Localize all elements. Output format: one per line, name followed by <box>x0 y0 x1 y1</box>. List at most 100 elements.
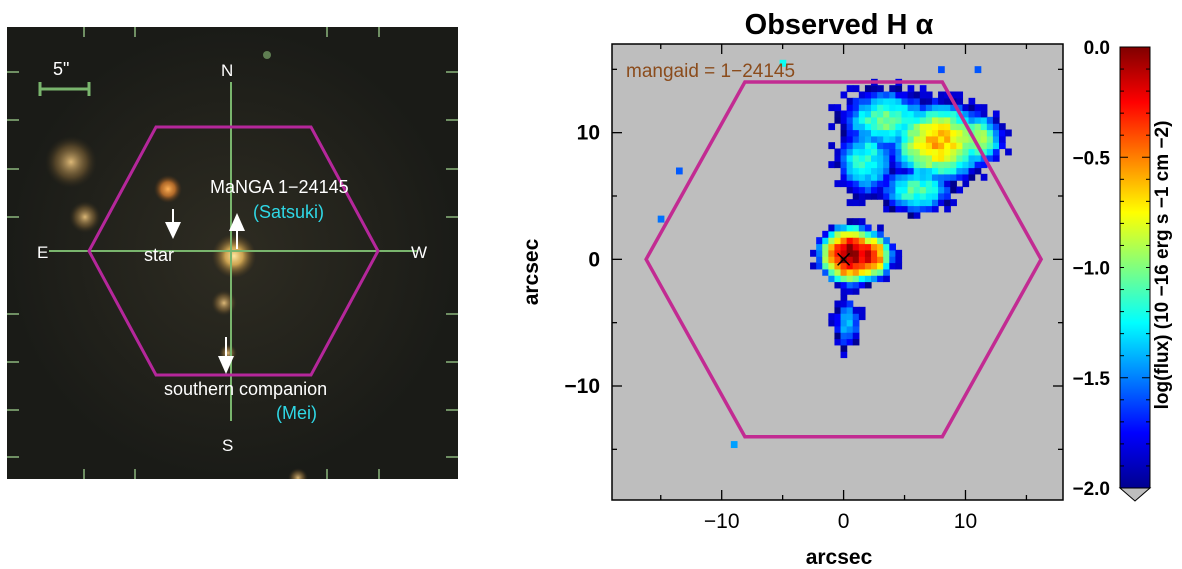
heatmap-spaxel <box>907 211 915 219</box>
mangaid-annotation: mangaid = 1−24145 <box>626 61 795 82</box>
heatmap-spaxel <box>883 161 890 169</box>
heatmap-spaxel <box>889 104 896 112</box>
heatmap-spaxel <box>852 243 860 251</box>
heatmap-spaxel <box>889 148 896 156</box>
heatmap-spaxel <box>950 110 957 118</box>
heatmap-spaxel <box>828 243 836 251</box>
heatmap-spaxel <box>962 104 970 112</box>
heatmap-spaxel <box>986 129 994 137</box>
heatmap-spaxel <box>931 110 939 118</box>
heatmap-spaxel <box>864 116 872 124</box>
heatmap-spaxel <box>999 135 1006 143</box>
heatmap-spaxel <box>828 268 836 276</box>
heatmap-spaxel <box>852 110 860 118</box>
heatmap-spaxel <box>883 142 890 150</box>
heatmap-spaxel <box>938 154 945 162</box>
heatmap-spaxel <box>889 85 896 93</box>
heatmap-spaxel <box>980 104 988 112</box>
scale-bar-label: 5" <box>53 59 69 79</box>
heatmap-spaxel <box>877 104 884 112</box>
heatmap-spaxel <box>871 97 878 105</box>
heatmap-spaxel <box>913 110 921 118</box>
heatmap-spaxel <box>840 135 848 143</box>
heatmap-spaxel <box>846 306 854 314</box>
heatmap-spaxel <box>840 243 848 251</box>
heatmap-spaxel <box>840 300 848 308</box>
heatmap-spaxel <box>816 243 823 251</box>
heatmap-spaxel <box>931 97 939 105</box>
heatmap-spaxel <box>956 167 964 175</box>
heatmap-spaxel <box>871 192 878 200</box>
heatmap-spaxel <box>852 224 860 232</box>
heatmap-spaxel <box>986 116 994 124</box>
heatmap-spaxel <box>968 148 976 156</box>
heatmap-spaxel <box>846 180 854 188</box>
heatmap-spaxel <box>822 243 829 251</box>
heatmap-spaxel <box>895 249 903 257</box>
heatmap-spaxel <box>938 142 945 150</box>
plot-frame <box>611 43 1064 501</box>
heatmap-spaxel <box>858 123 866 131</box>
heatmap-spaxel <box>962 167 970 175</box>
heatmap-spaxel <box>925 142 933 150</box>
heatmap-spaxel <box>901 173 909 181</box>
optical-image-panel: 5" N S E W MaNGA 1−24145 (Satsuki) star … <box>7 27 458 479</box>
heatmap-spaxel <box>962 135 970 143</box>
heatmap-spaxel <box>895 97 903 105</box>
heatmap-spaxel <box>834 300 842 308</box>
heatmap-spaxel <box>834 161 842 169</box>
heatmap-spaxel <box>852 218 860 226</box>
heatmap-spaxel <box>889 180 896 188</box>
heatmap-spaxel <box>852 85 860 93</box>
heatmap-spaxel <box>968 167 976 175</box>
heatmap-spaxel <box>980 116 988 124</box>
heatmap-spaxel <box>877 135 884 143</box>
heatmap-spaxel <box>895 256 903 264</box>
heatmap-spaxel <box>907 186 915 194</box>
heatmap-spaxel <box>956 161 964 169</box>
heatmap-spaxel <box>901 186 909 194</box>
heatmap-spaxel <box>858 199 866 207</box>
heatmap-spaxel <box>931 104 939 112</box>
heatmap-spaxel <box>877 237 884 245</box>
heatmap-spaxel <box>938 91 945 99</box>
heatmap-spaxel <box>840 123 848 131</box>
heatmap-spaxel <box>864 230 872 238</box>
heatmap-spaxel <box>950 116 957 124</box>
heatmap-spaxel <box>907 161 915 169</box>
heatmap-spaxel <box>968 135 976 143</box>
heatmap-spaxel <box>883 192 890 200</box>
heatmap-spaxel <box>986 135 994 143</box>
heatmap-spaxel <box>889 173 896 181</box>
heatmap-spaxel <box>901 123 909 131</box>
background-galaxy-2 <box>69 201 101 233</box>
heatmap-spaxel <box>822 249 829 257</box>
heatmap-spaxel <box>877 154 884 162</box>
heatmap-spaxel <box>834 281 842 289</box>
heatmap-spaxel <box>992 116 1000 124</box>
heatmap-spaxel <box>858 180 866 188</box>
heatmap-spaxel <box>840 319 848 327</box>
heatmap-spaxel <box>846 230 854 238</box>
heatmap-spaxel <box>956 116 964 124</box>
heatmap-spaxel <box>828 161 836 169</box>
heatmap-spaxel <box>895 186 903 194</box>
heatmap-spaxel <box>877 192 884 200</box>
heatmap-spaxel <box>846 85 854 93</box>
heatmap-spaxel <box>919 110 927 118</box>
heatmap-spaxel <box>925 192 933 200</box>
heatmap-spaxel <box>883 123 890 131</box>
heatmap-spaxel <box>846 116 854 124</box>
colorbar-tick-label: −0.5 <box>1072 148 1110 169</box>
heatmap-spaxel <box>864 104 872 112</box>
heatmap-spaxel <box>895 135 903 143</box>
heatmap-spaxel <box>944 173 951 181</box>
heatmap-spaxel <box>852 199 860 207</box>
heatmap-spaxel <box>919 104 927 112</box>
heatmap-spaxel <box>913 211 921 219</box>
heatmap-spaxel <box>950 186 957 194</box>
heatmap-spaxel <box>895 180 903 188</box>
heatmap-spaxel <box>895 205 903 213</box>
heatmap-spaxel <box>852 287 860 295</box>
heatmap-spaxel <box>883 148 890 156</box>
